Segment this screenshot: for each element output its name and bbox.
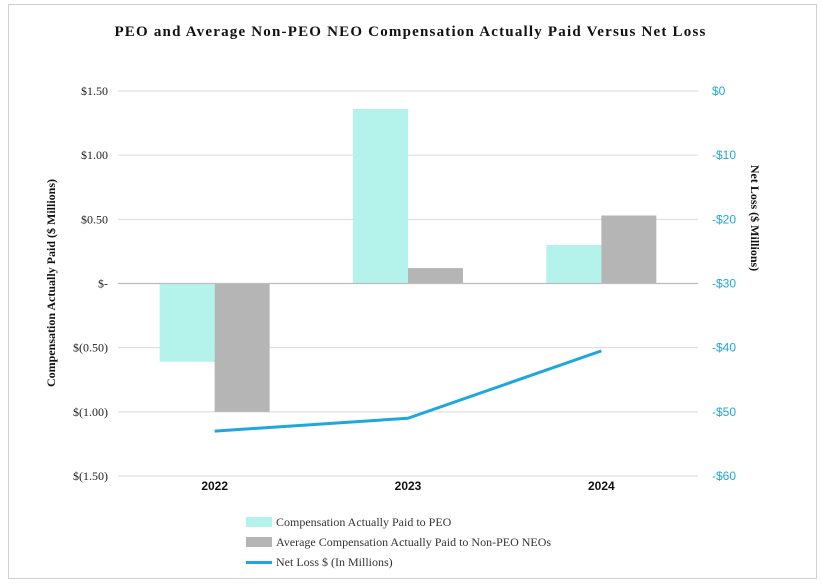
legend-swatch-peo [246,517,272,527]
legend-label-peo: Compensation Actually Paid to PEO [276,514,452,529]
y-right-tick-label: -$20 [712,212,736,226]
y-right-tick-label: -$30 [712,277,736,291]
line-net-loss [214,349,602,433]
legend-item-net-loss: Net Loss $ (In Millions) [246,552,551,572]
bar-neo [214,283,270,412]
y-right-axis-title: Net Loss ($ Millions) [748,165,762,271]
chart-legend: Compensation Actually Paid to PEO Averag… [246,512,551,572]
chart-frame [8,4,817,579]
legend-label-net-loss: Net Loss $ (In Millions) [276,554,393,569]
bar-neo [601,215,657,284]
y-right-tick-label: -$60 [712,469,736,483]
bar-peo [546,245,602,284]
bar-neo [408,268,463,284]
y-axis-title: Compensation Actually Paid ($ Millions) [44,179,58,387]
y-tick-label: $1.50 [81,84,108,98]
x-tick-label: 2022 [201,479,228,493]
chart-title: PEO and Average Non-PEO NEO Compensation… [114,24,707,40]
y-right-tick-label: $0 [712,84,726,98]
legend-item-neo: Average Compensation Actually Paid to No… [246,532,551,552]
y-tick-label: $1.00 [81,148,108,162]
x-tick-label: 2024 [588,479,615,493]
y-right-tick-label: -$50 [712,405,736,419]
y-right-tick-label: -$10 [712,148,736,162]
y-tick-label: $- [98,277,108,291]
y-right-tick-label: -$40 [712,341,736,355]
bar-peo [353,108,408,284]
legend-swatch-net-loss [246,560,272,564]
y-tick-label: $(1.00) [73,405,108,419]
x-tick-label: 2023 [395,479,422,493]
legend-item-peo: Compensation Actually Paid to PEO [246,512,551,532]
y-tick-label: $(0.50) [73,341,108,355]
legend-swatch-neo [246,537,272,547]
legend-label-neo: Average Compensation Actually Paid to No… [276,534,552,549]
y-tick-label: $0.50 [81,212,108,226]
y-tick-label: $(1.50) [73,469,108,483]
bar-peo [159,283,215,362]
